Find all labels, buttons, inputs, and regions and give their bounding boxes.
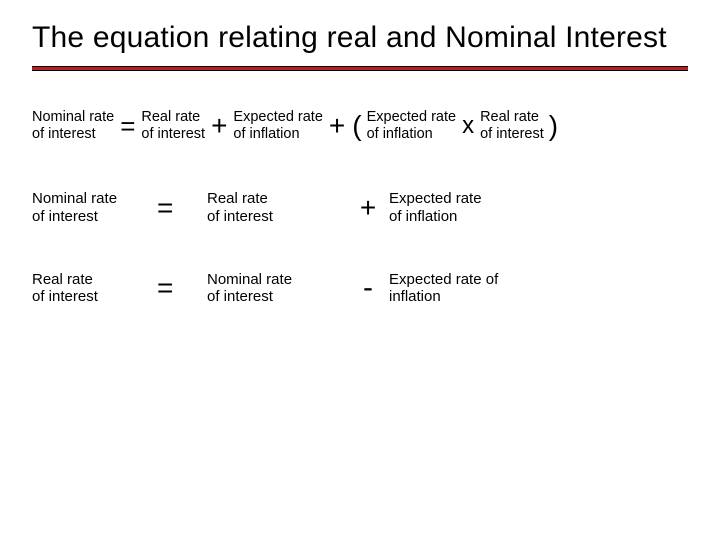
text: Nominal rate (32, 109, 114, 126)
eq1-nominal-rate: Nominal rate of interest (32, 109, 114, 142)
text: Expected rate (367, 109, 456, 126)
text: of interest (207, 208, 347, 225)
equals-sign: = (157, 272, 207, 304)
text: Nominal rate (207, 271, 347, 288)
text: Nominal rate (32, 190, 157, 207)
times-sign: x (460, 114, 476, 138)
text: of inflation (233, 126, 322, 143)
plus-sign: + (347, 192, 389, 224)
equals-sign: = (157, 192, 207, 224)
minus-sign: - (347, 271, 389, 306)
plus-sign: + (209, 112, 229, 140)
eq1-expected-inflation-1: Expected rate of inflation (233, 109, 322, 142)
text: inflation (389, 288, 688, 305)
eq1-real-rate-2: Real rate of interest (480, 109, 544, 142)
text: Expected rate (233, 109, 322, 126)
text: of inflation (367, 126, 456, 143)
eq3-real-rate: Real rate of interest (32, 271, 157, 306)
text: Expected rate of (389, 271, 688, 288)
text: of interest (141, 126, 205, 143)
eq2-nominal-rate: Nominal rate of interest (32, 190, 157, 225)
text: of interest (32, 208, 157, 225)
eq3-expected-inflation: Expected rate of inflation (389, 271, 688, 306)
text: of inflation (389, 208, 688, 225)
equation-1: Nominal rate of interest = Real rate of … (32, 109, 688, 142)
text: Real rate (480, 109, 544, 126)
text: Real rate (32, 271, 157, 288)
text: of interest (480, 126, 544, 143)
slide-title: The equation relating real and Nominal I… (32, 20, 688, 56)
slide: The equation relating real and Nominal I… (0, 0, 720, 540)
eq1-expected-inflation-2: Expected rate of inflation (367, 109, 456, 142)
eq3-nominal-rate: Nominal rate of interest (207, 271, 347, 306)
text: Real rate (207, 190, 347, 207)
text: Expected rate (389, 190, 688, 207)
text: of interest (32, 126, 114, 143)
eq2-real-rate: Real rate of interest (207, 190, 347, 225)
text: Real rate (141, 109, 205, 126)
text: of interest (207, 288, 347, 305)
eq1-real-rate: Real rate of interest (141, 109, 205, 142)
text: of interest (32, 288, 157, 305)
equation-3: Real rate of interest = Nominal rate of … (32, 271, 688, 306)
equation-2: Nominal rate of interest = Real rate of … (32, 190, 688, 225)
equals-sign: = (118, 113, 137, 139)
right-paren: ) (548, 110, 559, 142)
plus-sign: + (327, 112, 347, 140)
left-paren: ( (351, 110, 362, 142)
title-rule (32, 66, 688, 71)
eq2-expected-inflation: Expected rate of inflation (389, 190, 688, 225)
